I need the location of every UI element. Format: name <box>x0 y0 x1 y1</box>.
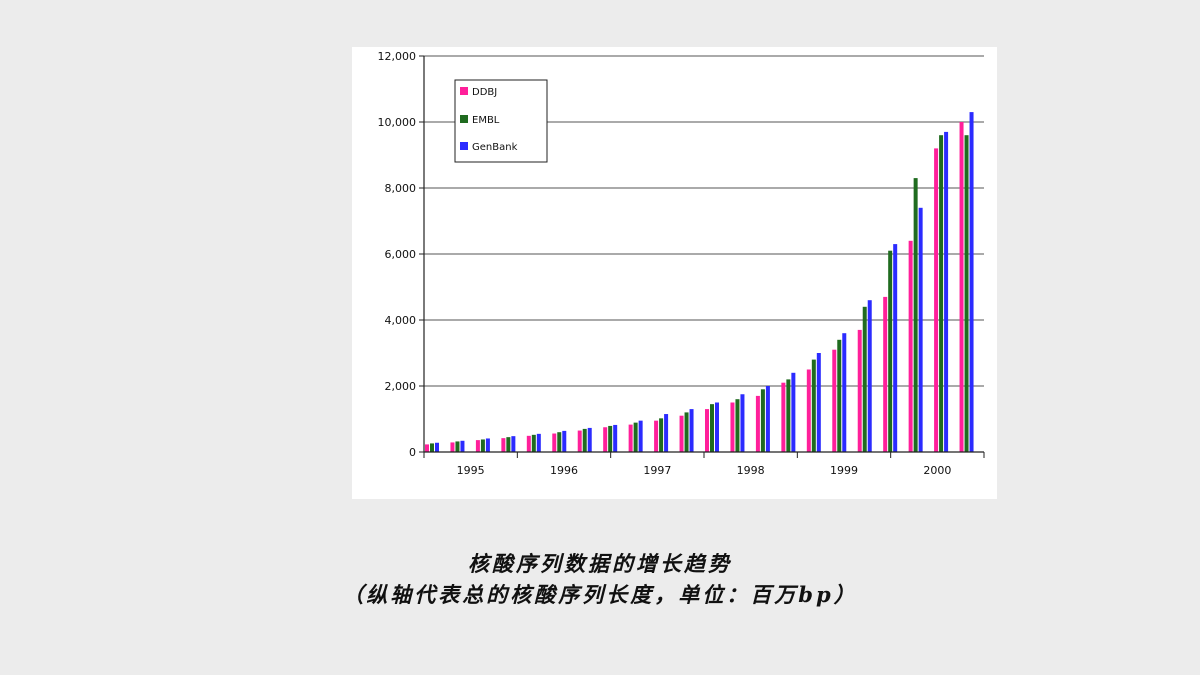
y-tick-label: 4,000 <box>385 314 417 327</box>
bar-ddbj <box>654 420 659 452</box>
y-tick-label: 10,000 <box>378 116 417 129</box>
bar-ddbj <box>552 433 557 452</box>
bar-embl <box>913 178 918 452</box>
legend-label-embl: EMBL <box>472 115 500 126</box>
bar-genbank <box>689 409 694 452</box>
bar-genbank <box>435 442 439 452</box>
bar-embl <box>735 399 740 452</box>
bar-embl <box>811 359 816 452</box>
bar-genbank <box>944 131 949 452</box>
bar-ddbj <box>806 369 811 452</box>
bar-embl <box>837 339 842 452</box>
bar-embl <box>786 379 791 452</box>
x-tick-label: 1999 <box>830 464 858 477</box>
caption-title: 核酸序列数据的增长趋势 <box>468 551 732 576</box>
x-tick-label: 2000 <box>923 464 951 477</box>
bar-ddbj <box>705 409 709 452</box>
y-tick-label: 8,000 <box>385 182 417 195</box>
bar-embl <box>455 441 460 452</box>
y-tick-label: 6,000 <box>385 248 417 261</box>
bar-genbank <box>893 244 898 452</box>
x-tick-label: 1998 <box>737 464 765 477</box>
bar-ddbj <box>934 148 939 452</box>
bar-ddbj <box>603 427 608 452</box>
x-tick-label: 1995 <box>457 464 485 477</box>
legend-swatch-ddbj <box>460 87 468 95</box>
bar-genbank <box>791 372 796 452</box>
bar-ddbj <box>959 122 964 452</box>
bar-embl <box>480 439 485 452</box>
x-tick-label: 1997 <box>643 464 671 477</box>
bar-embl <box>659 418 664 452</box>
bar-genbank <box>816 353 821 452</box>
bar-embl <box>506 437 511 452</box>
legend-label-genbank: GenBank <box>472 142 518 153</box>
legend-label-ddbj: DDBJ <box>472 87 497 98</box>
bar-genbank <box>867 300 872 452</box>
bar-genbank <box>740 394 745 452</box>
bar-ddbj <box>628 424 633 452</box>
chart-panel: 0 2,000 4,000 6,000 8,000 10,000 12,000 1995 199… <box>352 47 997 499</box>
bar-genbank <box>969 112 974 452</box>
bar-ddbj <box>475 440 480 452</box>
bar-ddbj <box>679 415 684 452</box>
bar-embl <box>633 422 638 452</box>
bar-embl <box>684 412 689 452</box>
bar-ddbj <box>730 402 735 452</box>
bar-genbank <box>765 386 770 452</box>
bar-embl <box>531 434 536 452</box>
x-tick-label: 1996 <box>550 464 578 477</box>
bar-ddbj <box>832 349 837 452</box>
bar-embl <box>760 389 765 452</box>
y-tick-label: 2,000 <box>385 380 417 393</box>
bar-genbank <box>664 414 669 452</box>
bar-embl <box>608 425 613 452</box>
bar-genbank <box>715 402 719 452</box>
bar-ddbj <box>425 444 429 452</box>
bar-embl <box>964 135 969 452</box>
bar-embl <box>430 443 434 452</box>
bar-embl <box>710 404 714 452</box>
bar-ddbj <box>526 435 531 452</box>
bar-genbank <box>485 438 490 452</box>
bar-ddbj <box>577 430 582 452</box>
bar-genbank <box>842 333 847 452</box>
bar-ddbj <box>450 442 455 452</box>
bar-chart: 0 2,000 4,000 6,000 8,000 10,000 12,000 1995 199… <box>378 50 985 477</box>
bar-ddbj <box>883 296 888 452</box>
bar-embl <box>939 135 944 452</box>
caption-subtitle: （纵轴代表总的核酸序列长度，单位：百万bp） <box>342 582 858 607</box>
legend: DDBJ EMBL GenBank <box>454 79 548 163</box>
bar-genbank <box>918 207 923 452</box>
bar-genbank <box>638 420 643 452</box>
legend-swatch-genbank <box>460 142 468 150</box>
bar-embl <box>582 428 587 452</box>
bar-genbank <box>562 430 567 452</box>
bar-ddbj <box>501 438 506 452</box>
axes: 0 2,000 4,000 6,000 8,000 10,000 12,000 1995 199… <box>378 50 985 477</box>
bar-genbank <box>511 436 516 452</box>
bars <box>425 112 974 452</box>
y-tick-label: 12,000 <box>378 50 417 63</box>
bar-embl <box>557 432 562 452</box>
bar-embl <box>888 250 893 452</box>
bar-genbank <box>587 427 592 452</box>
bar-ddbj <box>755 395 760 452</box>
legend-box <box>454 79 548 163</box>
legend-swatch-embl <box>460 115 468 123</box>
bar-ddbj <box>857 329 862 452</box>
y-tick-label: 0 <box>409 446 416 459</box>
bar-genbank <box>536 433 541 452</box>
bar-ddbj <box>908 240 913 452</box>
bar-ddbj <box>781 382 786 452</box>
chart-caption: 核酸序列数据的增长趋势 （纵轴代表总的核酸序列长度，单位：百万bp） <box>0 548 1200 610</box>
bar-genbank <box>613 424 618 452</box>
bar-embl <box>862 306 867 452</box>
bar-genbank <box>460 440 465 452</box>
